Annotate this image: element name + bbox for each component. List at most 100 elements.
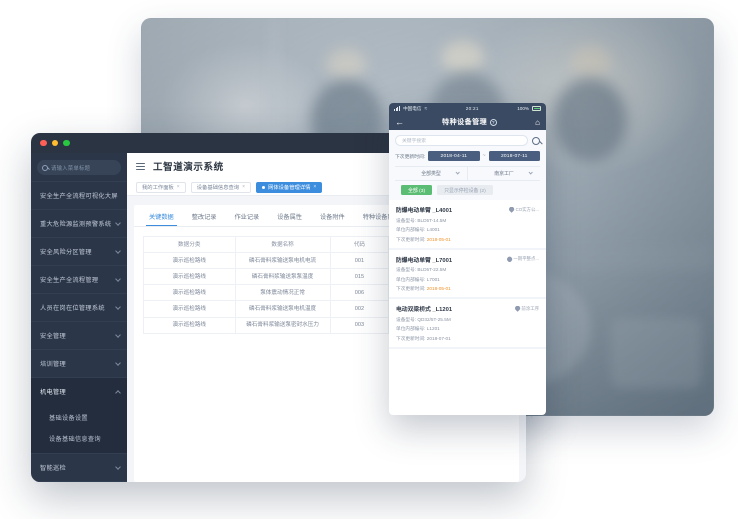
sidebar-item-visual-dashboard[interactable]: 安全生产全流程可视化大屏: [31, 181, 127, 209]
cell-data-name: 磷石膏料浆输送泵电机电流: [234, 252, 331, 270]
next-update-label: 下次更新时间:: [396, 236, 426, 242]
device-next-update-row: 下次更新时间: 2018-07-01: [396, 336, 539, 342]
next-update-label: 下次更新时间:: [396, 286, 426, 291]
sidebar-submenu: 基础设备设置 设备基础信息查询: [31, 405, 127, 453]
list-item[interactable]: 防爆电动单臂 _L7001 一期平整点... 设备型号: BLD5T-22.5M…: [389, 250, 546, 299]
sidebar-item-label: 安全管理: [40, 333, 66, 340]
date-to-field[interactable]: 2018-07-11: [488, 151, 541, 161]
device-location-label: 一期平整点...: [513, 256, 539, 261]
internal-no-label: 单位内部编号:: [396, 276, 426, 282]
tab-device-attachments[interactable]: 设备附件: [311, 212, 354, 226]
column-header-data-category: 数据分类: [143, 235, 236, 254]
search-icon[interactable]: [532, 136, 540, 145]
cell-data-category: 演示巡检路线: [143, 316, 236, 334]
list-item-header: 防爆电动单臂 _L7001 一期平整点...: [396, 255, 539, 264]
tab-device-info-query[interactable]: 设备基础信息查询 ×: [190, 181, 252, 193]
back-arrow-icon[interactable]: ←: [395, 116, 404, 127]
tab-key-data[interactable]: 关键数据: [140, 212, 183, 227]
tab-label: 我的工作面板: [142, 185, 174, 191]
cell-code: 002: [329, 300, 390, 318]
date-range-separator: ~: [482, 153, 486, 159]
cell-data-category: 演示巡检路线: [143, 252, 236, 270]
device-name: 电动双梁桥式 _L1201: [396, 307, 453, 313]
list-item-header: 防爆电动单臂 _L4001 CO实方公...: [396, 205, 539, 214]
filter-pill-all[interactable]: 全部 (3): [401, 185, 433, 195]
sidebar-item-electromechanical-management[interactable]: 机电管理: [31, 377, 127, 405]
tab-device-attributes[interactable]: 设备属性: [268, 212, 311, 226]
model-label: 设备型号:: [396, 217, 417, 223]
device-model-row: 设备型号: BLD5T-14.5M: [396, 218, 539, 224]
sidebar-item-safety-process-management[interactable]: 安全生产全流程管理: [31, 265, 127, 293]
phone-search-input[interactable]: 关键字搜索: [395, 135, 528, 146]
filter-pill-overdue-only[interactable]: 只显示停检设备 (2): [437, 185, 493, 195]
cell-data-name: 磷石膏料浆输送泵电机温度: [234, 300, 331, 318]
sidebar-menu: 安全生产全流程可视化大屏 重大危险源监测预警系统 安全风险分区管理 安全生产全流…: [31, 181, 127, 482]
content-tab-label: 特种设备附件: [362, 214, 400, 221]
model-value: BLD5T-14.5M: [417, 217, 447, 223]
phone-date-filter: 下次更新时间: 2018-04-11 ~ 2018-07-11: [395, 151, 541, 161]
phone-select-row: 全部类型 南京工厂: [395, 166, 540, 180]
battery-percent-label: 100%: [517, 106, 529, 111]
chevron-down-icon: [115, 275, 121, 282]
next-update-label: 下次更新时间:: [396, 335, 426, 341]
sidebar-search-input[interactable]: 请输入菜单标题: [37, 160, 121, 175]
sidebar-item-smart-inspection[interactable]: 智能巡检: [31, 453, 127, 481]
sidebar-item-maintenance-management[interactable]: 检维修管理: [31, 481, 127, 482]
select-device-type[interactable]: 全部类型: [395, 167, 468, 180]
tab-rectification-records[interactable]: 整改记录: [183, 212, 226, 226]
content-tab-label: 设备附件: [320, 214, 345, 221]
tab-work-records[interactable]: 作业记录: [226, 212, 269, 226]
sidebar-item-label: 安全风险分区管理: [40, 249, 92, 256]
list-item[interactable]: 电动双梁桥式 _L1201 前涂工序 设备型号: QD32/5T-25.5M 单…: [389, 299, 546, 349]
internal-no-label: 单位内部编号:: [396, 326, 426, 331]
tab-my-workbench[interactable]: 我的工作面板 ×: [136, 181, 186, 193]
home-icon[interactable]: ⌂: [535, 117, 540, 127]
sidebar-subitem-device-info-query[interactable]: 设备基础信息查询: [31, 428, 127, 449]
hamburger-icon[interactable]: [136, 162, 145, 170]
location-pin-icon: [509, 206, 515, 213]
cell-data-category: 演示巡检路线: [143, 268, 236, 286]
tab-device-management-detail[interactable]: 网体设备管理详情 ×: [256, 181, 323, 193]
device-location: 前涂工序: [514, 305, 539, 312]
sidebar-item-label: 机电管理: [40, 389, 66, 396]
worker-body-blob: [553, 78, 627, 162]
sidebar-subitem-basic-device-settings[interactable]: 基础设备设置: [31, 407, 127, 428]
internal-no-label: 单位内部编号:: [396, 227, 426, 232]
cell-data-category: 演示巡检路线: [143, 284, 236, 302]
sidebar-item-safety-management[interactable]: 安全管理: [31, 321, 127, 349]
cell-code: 003: [329, 316, 390, 334]
device-location: 一期平整点...: [506, 256, 539, 262]
sidebar-item-major-hazard-monitoring[interactable]: 重大危险源监测预警系统: [31, 209, 127, 237]
close-window-button[interactable]: [40, 139, 47, 147]
chevron-up-icon: [115, 389, 121, 396]
carrier-label: 中国电信: [403, 105, 422, 111]
model-value: BLD5T-22.5M: [417, 267, 447, 272]
chevron-down-icon: [115, 247, 121, 254]
signal-bars-icon: [394, 106, 401, 111]
minimize-window-button[interactable]: [51, 139, 58, 147]
worker-helmet-blob: [326, 48, 366, 80]
phone-search-placeholder: 关键字搜索: [402, 139, 426, 144]
question-mark-icon[interactable]: ?: [490, 118, 498, 126]
maximize-window-button[interactable]: [63, 139, 70, 147]
list-item[interactable]: 防爆电动单臂 _L4001 CO实方公... 设备型号: BLD5T-14.5M…: [389, 200, 546, 250]
sidebar-item-training-management[interactable]: 培训管理: [31, 349, 127, 377]
sidebar: 请输入菜单标题 安全生产全流程可视化大屏 重大危险源监测预警系统 安全风险分区管…: [31, 153, 127, 482]
next-update-value: 2018-07-01: [426, 335, 451, 341]
close-icon[interactable]: ×: [242, 184, 246, 190]
phone-filter-area: 关键字搜索 下次更新时间: 2018-04-11 ~ 2018-07-11 全部…: [389, 130, 546, 200]
cell-data-category: 演示巡检路线: [143, 300, 236, 318]
select-factory[interactable]: 南京工厂: [468, 167, 540, 180]
phone-device-list: 防爆电动单臂 _L4001 CO实方公... 设备型号: BLD5T-14.5M…: [389, 200, 546, 349]
tab-special-device-attachments[interactable]: 特种设备附件: [354, 212, 409, 226]
internal-no-value: L7001: [426, 276, 440, 282]
date-filter-label: 下次更新时间:: [395, 154, 426, 160]
device-next-update-row: 下次更新时间: 2018-05-01: [396, 286, 539, 292]
chevron-down-icon: [115, 331, 121, 338]
date-from-field[interactable]: 2018-04-11: [428, 151, 480, 161]
sidebar-item-risk-zone-management[interactable]: 安全风险分区管理: [31, 237, 127, 265]
wifi-icon: ≈: [424, 105, 428, 112]
sidebar-item-personnel-position-system[interactable]: 人员在岗在位管理系统: [31, 293, 127, 321]
close-icon[interactable]: ×: [176, 184, 180, 190]
close-icon[interactable]: ×: [313, 184, 317, 190]
